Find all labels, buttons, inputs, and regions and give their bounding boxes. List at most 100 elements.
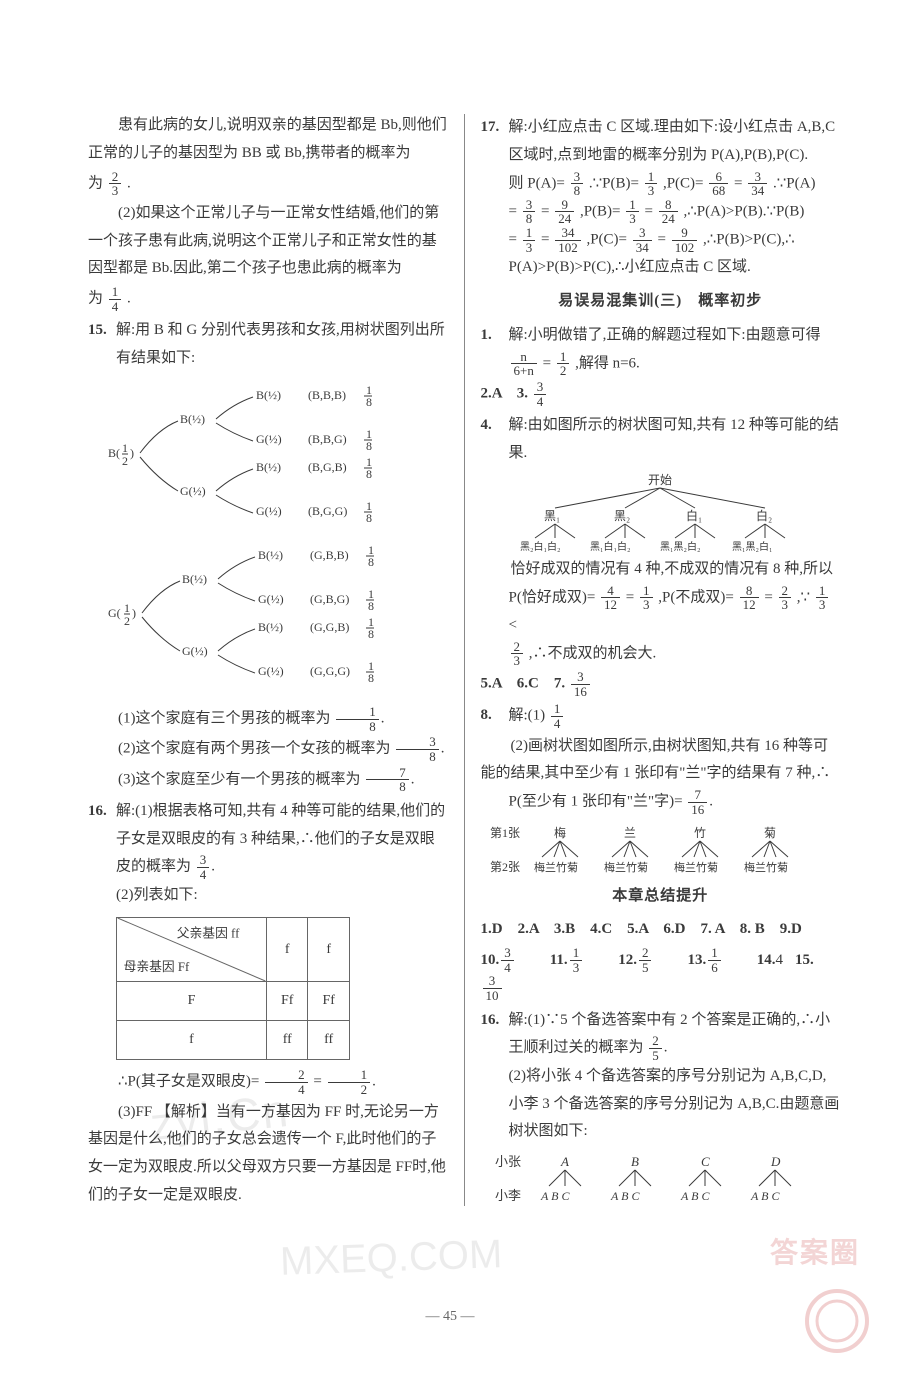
svg-text:8: 8	[366, 439, 372, 453]
svg-text:(G,G,G): (G,G,G)	[310, 664, 350, 678]
text: =	[734, 175, 742, 191]
text: 解:(1)∵5 个备选答案中有 2 个答案是正确的,∴小王顺利过关的概率为	[509, 1012, 831, 1056]
svg-text:8: 8	[366, 511, 372, 525]
svg-text:黑₁黑₂白₂: 黑₁黑₂白₂	[660, 540, 700, 552]
r2-r3: 2.A 3. 34	[481, 380, 841, 408]
svg-text:梅兰竹菊: 梅兰竹菊	[604, 860, 648, 874]
fraction: 924	[555, 198, 574, 226]
svg-text:G(½): G(½)	[256, 432, 282, 446]
r1: 1. 解:小明做错了,正确的解题过程如下:由题意可得	[481, 322, 841, 350]
fraction: 12	[557, 350, 570, 378]
q17: 17. 解:小红应点击 C 区域.理由如下:设小红点击 A,B,C 区域时,点到…	[481, 114, 841, 170]
text: =	[764, 589, 772, 605]
svg-text:梅兰竹菊: 梅兰竹菊	[744, 860, 788, 874]
fraction: 316	[571, 670, 590, 698]
q16-number: 16.	[88, 798, 116, 910]
svg-text:第1张: 第1张	[490, 826, 520, 840]
fraction: 38	[396, 735, 439, 763]
tree-diagram-r4: 开始 黑₁黑₂白₁白₂ 黑₂白₁白₂ 黑₁白₁白₂ 黑₁黑₂白₂	[510, 472, 810, 552]
text: =	[509, 232, 517, 248]
section-title-1: 易误易混集训(三) 概率初步	[481, 288, 841, 316]
text: =	[626, 589, 634, 605]
col-1: f	[267, 918, 308, 982]
svg-text:(B,B,G): (B,B,G)	[308, 432, 347, 446]
q17-number: 17.	[481, 114, 509, 170]
fraction: 18	[336, 705, 379, 733]
r4: 4. 解:由如图所示的树状图可知,共有 12 种等可能的结果.	[481, 412, 841, 468]
fraction: 9102	[672, 226, 698, 254]
fraction: 23	[109, 170, 122, 198]
watermark-logo-icon	[802, 1286, 872, 1356]
text: =	[657, 232, 665, 248]
column-divider	[464, 114, 465, 1206]
svg-text:小李: 小李	[495, 1188, 521, 1203]
fraction: 13	[523, 226, 536, 254]
fraction: 78	[366, 766, 409, 794]
text: =	[541, 232, 549, 248]
text: (1)这个家庭有三个男孩的概率为	[118, 710, 331, 726]
fraction: 25	[649, 1034, 662, 1062]
diag-top: 父亲基因 ff	[177, 927, 240, 941]
row-h: F	[117, 982, 267, 1021]
r16-sub2: (2)将小张 4 个备选答案的序号分别记为 A,B,C,D,小李 3 个备选答案…	[509, 1063, 841, 1146]
fraction: 34	[534, 380, 547, 408]
tree-diagram-r16: 小张 小李 ABCD A B C A B C A B C A B C	[495, 1150, 825, 1206]
svg-text:黑₂白₁白₂: 黑₂白₁白₂	[520, 540, 560, 552]
row-h: f	[117, 1021, 267, 1060]
q17-line4: P(A)>P(B)>P(C),∴小红应点击 C 区域.	[509, 254, 841, 282]
fraction: n6+n	[511, 350, 537, 378]
text: =	[541, 203, 549, 219]
text: P(恰好成双)=	[509, 589, 596, 605]
q15-body: 解:用 B 和 G 分别代表男孩和女孩,用树状图列出所有结果如下:	[116, 317, 448, 373]
svg-text:A B C: A B C	[680, 1189, 710, 1203]
table-row: f ff ff	[117, 1021, 350, 1060]
svg-text:兰: 兰	[624, 826, 636, 840]
page: 患有此病的女儿,说明双亲的基因型都是 Bb,则他们正常的儿子的基因型为 BB 或…	[0, 0, 900, 1390]
svg-text:竹: 竹	[694, 826, 706, 840]
svg-text:G(½): G(½)	[180, 484, 206, 498]
svg-text:C: C	[701, 1154, 710, 1169]
text: ,∴P(A)>P(B).∵P(B)	[683, 203, 804, 219]
tree-diagram-q15: B(12) G(12) B(½) G(½) B(½) G(½)	[108, 379, 438, 699]
q16-text: 解:(1)根据表格可知,共有 4 种等可能的结果,他们的子女是双眼皮的有 3 种…	[116, 803, 445, 875]
text: (2)如果这个正常儿子与一正常女性结婚,他们的第一个孩子患有此病,说明这个正常儿…	[88, 205, 439, 277]
svg-text:1: 1	[124, 601, 130, 615]
svg-text:1: 1	[122, 441, 128, 455]
cell: ff	[308, 1021, 349, 1060]
svg-text:B(½): B(½)	[256, 388, 281, 402]
r4-number: 4.	[481, 412, 509, 468]
q15: 15. 解:用 B 和 G 分别代表男孩和女孩,用树状图列出所有结果如下:	[88, 317, 448, 373]
svg-text:B(½): B(½)	[258, 548, 283, 562]
fraction: 38	[571, 170, 584, 198]
svg-text:白₁: 白₁	[686, 508, 702, 523]
cell: Ff	[267, 982, 308, 1021]
text: 5.A 6.C 7.	[481, 676, 566, 692]
q16: 16. 解:(1)根据表格可知,共有 4 种等可能的结果,他们的子女是双眼皮的有…	[88, 798, 448, 910]
fraction: 824	[659, 198, 678, 226]
table-row: F Ff Ff	[117, 982, 350, 1021]
genetics-table: 父亲基因 ff 母亲基因 Ff f f F Ff Ff f ff ff	[116, 917, 350, 1060]
r1-body: 解:小明做错了,正确的解题过程如下:由题意可得	[509, 322, 841, 350]
text: ,∵	[797, 589, 810, 605]
q15-sub1: (1)这个家庭有三个男孩的概率为 18.	[88, 705, 448, 733]
text: .	[127, 175, 131, 191]
fraction: 24	[265, 1068, 308, 1096]
svg-text:A B C: A B C	[540, 1189, 570, 1203]
fraction: 23	[779, 584, 792, 612]
svg-text:白₂: 白₂	[756, 508, 772, 523]
svg-text:2: 2	[122, 454, 128, 468]
q15-sub3: (3)这个家庭至少有一个男孩的概率为 78.	[88, 766, 448, 794]
text: =	[543, 355, 551, 371]
r4-body: 解:由如图所示的树状图可知,共有 12 种等可能的结果.	[509, 412, 841, 468]
text: ,P(C)=	[663, 175, 704, 191]
para-intro-2: (2)如果这个正常儿子与一正常女性结婚,他们的第一个孩子患有此病,说明这个正常儿…	[88, 200, 448, 283]
svg-text:8: 8	[368, 555, 374, 569]
fraction: 668	[709, 170, 728, 198]
q16-sub3: (3)FF 【解析】当有一方基因为 FF 时,无论另一方基因是什么,他们的子女总…	[88, 1099, 448, 1210]
r4-math: P(恰好成双)= 412 = 13 ,P(不成双)= 812 = 23 ,∵ 1…	[509, 584, 841, 640]
text: 为	[88, 175, 103, 191]
para-intro-1: 患有此病的女儿,说明双亲的基因型都是 Bb,则他们正常的儿子的基因型为 BB 或…	[88, 112, 448, 168]
r8-body: 解:(1) 14	[509, 702, 841, 730]
r8-sub2: (2)画树状图如图所示,由树状图知,共有 16 种等可能的结果,其中至少有 1 …	[481, 733, 841, 789]
fraction: 38	[523, 198, 536, 226]
